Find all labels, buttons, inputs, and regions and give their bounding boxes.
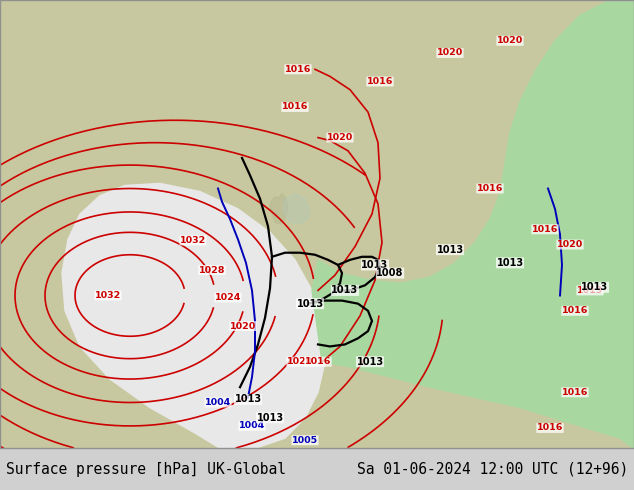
Text: 1020: 1020 xyxy=(327,133,353,142)
Text: 1016: 1016 xyxy=(477,184,503,193)
Text: 1020: 1020 xyxy=(287,357,313,366)
Text: 1013: 1013 xyxy=(361,260,389,270)
Text: 1020: 1020 xyxy=(437,49,463,57)
Text: 1016: 1016 xyxy=(285,65,311,74)
Text: 1013: 1013 xyxy=(256,413,283,423)
Text: 1016: 1016 xyxy=(305,357,331,366)
Text: 1032: 1032 xyxy=(95,291,121,300)
Text: 1020: 1020 xyxy=(497,36,523,45)
Text: 1013: 1013 xyxy=(436,245,463,255)
Text: 1032: 1032 xyxy=(180,236,206,245)
Text: 1013: 1013 xyxy=(332,285,359,295)
Text: 1013: 1013 xyxy=(577,286,603,295)
Text: 1016: 1016 xyxy=(281,102,308,112)
Text: 1005: 1005 xyxy=(292,436,318,445)
Text: 1020: 1020 xyxy=(230,321,256,331)
Text: 1016: 1016 xyxy=(537,423,563,433)
Polygon shape xyxy=(312,0,634,448)
Text: 1028: 1028 xyxy=(198,266,225,274)
Text: 1004: 1004 xyxy=(205,398,231,407)
Polygon shape xyxy=(270,194,288,224)
Text: 1013: 1013 xyxy=(581,282,609,293)
Text: 1013: 1013 xyxy=(235,394,262,404)
Text: 1016: 1016 xyxy=(562,388,588,397)
Text: 1016: 1016 xyxy=(532,225,558,234)
Text: 1013: 1013 xyxy=(496,258,524,268)
Text: 1013: 1013 xyxy=(297,299,323,309)
Text: 1013: 1013 xyxy=(356,357,384,367)
Text: Sa 01-06-2024 12:00 UTC (12+96): Sa 01-06-2024 12:00 UTC (12+96) xyxy=(357,462,628,477)
Polygon shape xyxy=(0,0,634,448)
Text: 1008: 1008 xyxy=(377,268,404,278)
Polygon shape xyxy=(62,183,325,448)
Text: 1004: 1004 xyxy=(239,421,265,430)
Polygon shape xyxy=(283,194,310,224)
Text: 1024: 1024 xyxy=(215,293,241,302)
Text: Surface pressure [hPa] UK-Global: Surface pressure [hPa] UK-Global xyxy=(6,462,286,477)
Text: 1016: 1016 xyxy=(367,77,393,86)
Text: 1020: 1020 xyxy=(557,240,583,249)
Text: 1016: 1016 xyxy=(562,306,588,315)
